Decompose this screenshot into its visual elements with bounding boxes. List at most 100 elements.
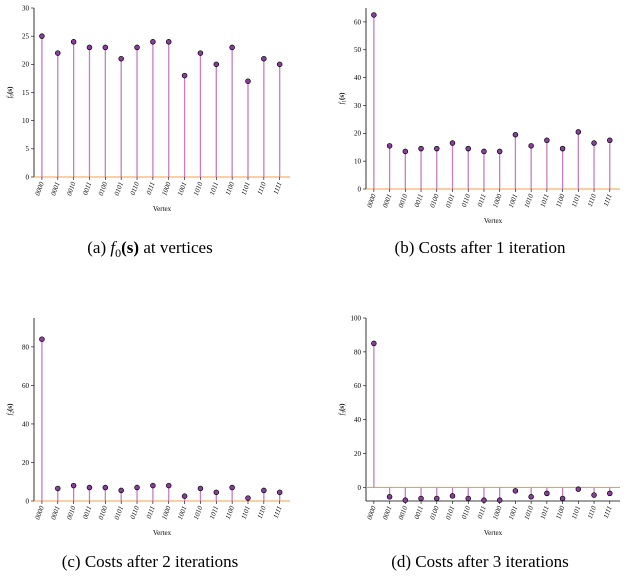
x-tick-label: 0111	[476, 193, 488, 208]
x-tick-label: 0101	[444, 505, 456, 521]
data-point	[118, 487, 124, 494]
data-point	[496, 497, 503, 503]
x-axis-label: Vertex	[153, 529, 172, 537]
x-tick-label: 0111	[145, 505, 157, 520]
x-tick-label: 0110	[129, 504, 141, 520]
y-axis-label: f3(s)	[338, 403, 348, 416]
data-point	[607, 490, 613, 497]
x-tick-label: 1010	[192, 504, 204, 520]
y-tick-label: 60	[22, 382, 30, 390]
y-tick-label: 40	[22, 420, 30, 428]
x-tick-label: 1101	[240, 505, 252, 520]
x-tick-label: 1100	[554, 504, 566, 520]
x-tick-label: 1010	[192, 180, 204, 196]
x-tick-label: 1011	[208, 505, 220, 520]
y-tick-label: 30	[354, 102, 362, 110]
x-tick-label: 0100	[97, 504, 109, 520]
data-point	[86, 484, 93, 491]
y-tick-label: 20	[22, 459, 30, 467]
data-point	[181, 72, 188, 79]
x-tick-label: 1100	[224, 504, 236, 520]
y-tick-label: 80	[22, 343, 30, 351]
data-point	[402, 148, 409, 155]
data-point	[55, 485, 61, 492]
x-tick-label: 0110	[460, 192, 472, 208]
x-tick-label: 1000	[160, 504, 172, 520]
x-tick-label: 1111	[602, 193, 614, 207]
x-tick-label: 0011	[81, 505, 93, 520]
y-tick-label: 5	[26, 145, 30, 153]
x-tick-label: 0110	[460, 504, 472, 520]
x-tick-label: 0000	[365, 192, 377, 208]
data-point	[528, 494, 534, 500]
caption-c: (c) Costs after 2 iterations	[62, 552, 239, 571]
data-point	[134, 484, 140, 491]
y-tick-label: 25	[22, 33, 30, 41]
x-tick-label: 1110	[586, 504, 598, 519]
x-tick-label: 0111	[145, 181, 157, 196]
y-tick-label: 0	[358, 185, 362, 193]
y-tick-label: 10	[354, 158, 362, 166]
data-point	[544, 490, 550, 497]
y-tick-label: 80	[354, 348, 362, 356]
x-tick-label: 1001	[176, 505, 188, 521]
x-axis-label: Vertex	[153, 205, 172, 213]
x-tick-label: 0011	[413, 193, 425, 208]
x-axis-label: Vertex	[484, 529, 503, 537]
x-tick-label: 0010	[65, 504, 77, 520]
data-point	[402, 497, 409, 503]
y-axis-label: f0(s)	[6, 86, 16, 99]
data-point	[449, 493, 456, 499]
x-tick-label: 0010	[397, 504, 409, 520]
x-tick-label: 1101	[570, 193, 582, 208]
y-tick-label: 30	[22, 4, 30, 12]
panel-d: 0 20 40 60 80 100 f3(s) 0000 0001 0010 0011 0100 010…	[338, 314, 620, 537]
data-point	[496, 148, 503, 155]
x-tick-label: 1100	[554, 192, 566, 208]
data-point	[481, 148, 487, 155]
panel-c: 0 20 40 60 80 f2(s) 0000 0001 0010 0011 0100 0101 01…	[6, 318, 290, 537]
x-tick-label: 0011	[81, 181, 93, 196]
data-point	[102, 44, 109, 51]
caption-a: (a) f0(s) at vertices	[87, 238, 212, 260]
x-axis-label: Vertex	[484, 217, 503, 225]
data-point	[434, 495, 440, 502]
data-point	[229, 484, 235, 491]
x-tick-label: 0000	[33, 504, 45, 520]
data-point	[434, 145, 440, 152]
data-point	[134, 44, 140, 51]
y-tick-label: 60	[354, 18, 362, 26]
data-point	[276, 61, 283, 68]
x-tick-label: 1110	[586, 192, 598, 207]
data-point	[559, 145, 566, 152]
x-tick-label: 1101	[240, 181, 252, 196]
x-tick-label: 0001	[49, 181, 61, 197]
y-tick-label: 20	[22, 61, 30, 69]
data-point	[575, 486, 582, 492]
x-tick-label: 0100	[97, 180, 109, 196]
x-tick-label: 0000	[33, 180, 45, 196]
data-point	[276, 489, 283, 496]
data-point	[481, 497, 487, 503]
data-point	[197, 50, 204, 56]
x-tick-label: 0010	[65, 180, 77, 196]
y-tick-label: 15	[22, 89, 30, 97]
data-point	[102, 484, 109, 491]
x-tick-label: 1111	[272, 181, 284, 195]
x-tick-label: 1000	[491, 192, 503, 208]
y-tick-label: 0	[26, 173, 30, 181]
x-tick-label: 1011	[539, 193, 551, 208]
x-tick-label: 0101	[113, 181, 125, 197]
data-point	[213, 61, 220, 68]
x-tick-label: 1001	[507, 505, 519, 521]
panel-b: 0 10 20 30 40 50 60 f1(s) 0000 0001 0010 0011 0100 01…	[338, 8, 620, 225]
data-point	[261, 487, 267, 494]
data-point	[371, 340, 377, 347]
data-point	[55, 50, 61, 56]
x-tick-label: 1110	[256, 180, 268, 195]
y-tick-label: 0	[26, 497, 30, 505]
x-tick-label: 1111	[272, 505, 284, 519]
x-tick-label: 0111	[476, 505, 488, 520]
y-tick-label: 40	[354, 416, 362, 424]
